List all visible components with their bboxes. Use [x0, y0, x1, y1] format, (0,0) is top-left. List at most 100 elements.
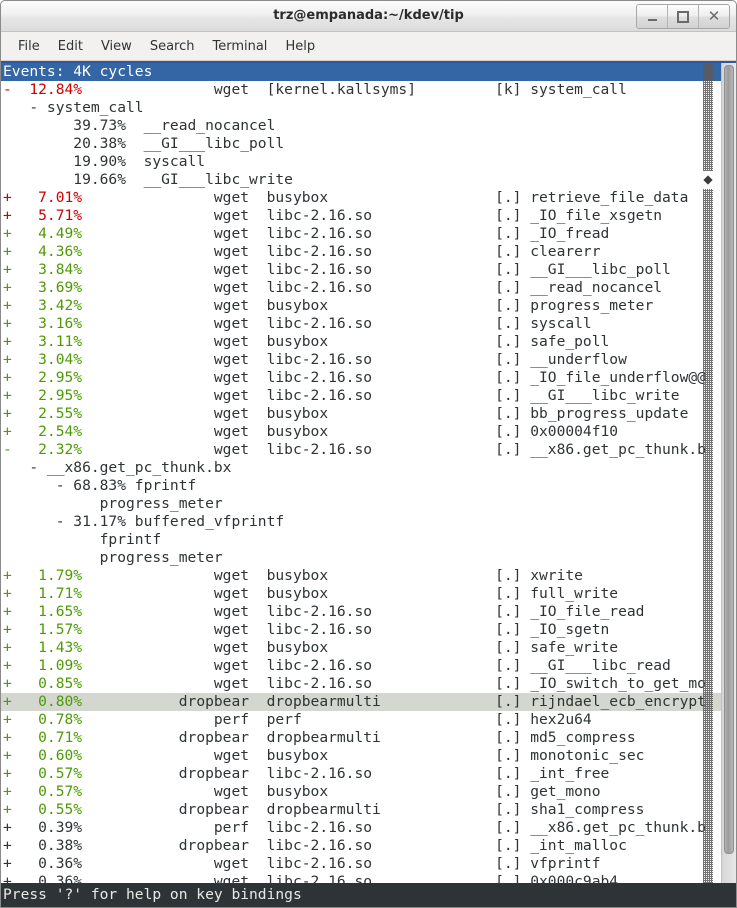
report-row[interactable]: + 1.57% wget libc-2.16.so [.] _IO_sgetn — [1, 621, 721, 639]
close-button[interactable]: ✕ — [699, 5, 729, 28]
row-map-marker: [.] — [495, 441, 531, 458]
report-row[interactable]: + 2.55% wget busybox [.] bb_progress_upd… — [1, 405, 721, 423]
report-row[interactable]: + 2.54% wget busybox [.] 0x00004f10 — [1, 423, 721, 441]
report-row[interactable]: + 0.60% wget busybox [.] monotonic_sec — [1, 747, 721, 765]
report-row[interactable]: + 0.39% perf libc-2.16.so [.] __x86.get_… — [1, 819, 721, 837]
row-command: wget — [82, 351, 267, 368]
row-map-marker: [.] — [495, 801, 531, 818]
row-symbol: progress_meter — [530, 297, 654, 314]
row-percent: 0.57% — [20, 765, 83, 782]
row-command: dropbear — [82, 729, 267, 746]
report-row[interactable]: - 12.84% wget [kernel.kallsyms] [k] syst… — [1, 81, 721, 99]
report-row[interactable]: + 0.57% wget busybox [.] get_mono — [1, 783, 721, 801]
report-row[interactable]: + 3.84% wget libc-2.16.so [.] __GI___lib… — [1, 261, 721, 279]
row-expand-sign: - — [3, 81, 21, 98]
row-symbol: __GI___libc_read — [530, 657, 671, 674]
row-percent: 0.39% — [20, 819, 83, 836]
report-row[interactable]: + 0.38% dropbear libc-2.16.so [.] _int_m… — [1, 837, 721, 855]
callchain-row[interactable]: 19.90% syscall — [1, 153, 721, 171]
maximize-icon — [677, 10, 689, 23]
report-row[interactable]: + 2.95% wget libc-2.16.so [.] __GI___lib… — [1, 387, 721, 405]
row-command: wget — [82, 855, 267, 872]
row-expand-sign: + — [3, 351, 21, 368]
titlebar[interactable]: trz@empanada:~/kdev/tip ✕ — [1, 1, 736, 32]
row-dso: dropbearmulti — [266, 693, 496, 710]
row-command: wget — [82, 225, 267, 242]
callchain-row[interactable]: fprintf — [1, 531, 721, 549]
report-row[interactable]: + 0.57% dropbear libc-2.16.so [.] _int_f… — [1, 765, 721, 783]
maximize-button[interactable] — [668, 5, 699, 28]
row-dso: libc-2.16.so — [266, 315, 496, 332]
report-row[interactable]: + 3.42% wget busybox [.] progress_meter — [1, 297, 721, 315]
callchain-row[interactable]: - __x86.get_pc_thunk.bx — [1, 459, 721, 477]
row-symbol: _IO_file_xsgetn — [530, 207, 663, 224]
report-row[interactable]: + 3.11% wget busybox [.] safe_poll — [1, 333, 721, 351]
report-row[interactable]: + 0.36% wget libc-2.16.so [.] 0x000c9ab4 — [1, 873, 721, 883]
report-row[interactable]: + 0.36% wget libc-2.16.so [.] vfprintf — [1, 855, 721, 873]
row-symbol: vfprintf — [530, 855, 601, 872]
callchain-text: 39.73% __read_nocancel — [3, 117, 276, 134]
row-map-marker: [.] — [495, 333, 531, 350]
minimize-button[interactable] — [637, 5, 668, 28]
menu-item-view[interactable]: View — [100, 38, 132, 54]
menu-item-terminal[interactable]: Terminal — [212, 38, 268, 54]
report-row[interactable]: + 4.49% wget libc-2.16.so [.] _IO_fread — [1, 225, 721, 243]
row-expand-sign: + — [3, 621, 21, 638]
report-row[interactable]: + 1.43% wget busybox [.] safe_write — [1, 639, 721, 657]
report-row[interactable]: + 3.69% wget libc-2.16.so [.] __read_noc… — [1, 279, 721, 297]
row-command: perf — [82, 711, 267, 728]
row-symbol: safe_write — [530, 639, 619, 656]
report-row[interactable]: + 1.71% wget busybox [.] full_write — [1, 585, 721, 603]
callchain-text: 20.38% __GI___libc_poll — [3, 135, 285, 152]
vertical-scrollbar[interactable] — [721, 63, 736, 883]
row-dso: libc-2.16.so — [266, 675, 496, 692]
row-percent: 0.36% — [20, 855, 83, 872]
callchain-row[interactable]: 39.73% __read_nocancel — [1, 117, 721, 135]
menu-item-edit[interactable]: Edit — [57, 38, 83, 54]
row-dso: libc-2.16.so — [266, 873, 496, 883]
row-percent: 3.11% — [20, 333, 83, 350]
row-expand-sign: + — [3, 387, 21, 404]
callchain-text: - __x86.get_pc_thunk.bx — [3, 459, 232, 476]
report-row[interactable]: + 5.71% wget libc-2.16.so [.] _IO_file_x… — [1, 207, 721, 225]
callchain-row[interactable]: - system_call — [1, 99, 721, 117]
row-dso: libc-2.16.so — [266, 369, 496, 386]
row-symbol: 0x00004f10 — [530, 423, 619, 440]
callchain-row[interactable]: progress_meter — [1, 495, 721, 513]
callchain-row[interactable]: 20.38% __GI___libc_poll — [1, 135, 721, 153]
report-row[interactable]: + 0.78% perf perf [.] hex2u64 — [1, 711, 721, 729]
menu-item-help[interactable]: Help — [285, 38, 316, 54]
report-row[interactable]: + 7.01% wget busybox [.] retrieve_file_d… — [1, 189, 721, 207]
report-row[interactable]: + 0.71% dropbear dropbearmulti [.] md5_c… — [1, 729, 721, 747]
report-row[interactable]: + 0.85% wget libc-2.16.so [.] _IO_switch… — [1, 675, 721, 693]
report-row[interactable]: + 0.80% dropbear dropbearmulti [.] rijnd… — [1, 693, 721, 711]
callchain-row[interactable]: - 31.17% buffered_vfprintf — [1, 513, 721, 531]
row-expand-sign: + — [3, 243, 21, 260]
row-symbol: __GI___libc_write — [530, 387, 680, 404]
callchain-row[interactable]: 19.66% __GI___libc_write — [1, 171, 721, 189]
menu-item-search[interactable]: Search — [149, 38, 195, 54]
report-row[interactable]: + 1.79% wget busybox [.] xwrite — [1, 567, 721, 585]
row-command: wget — [82, 603, 267, 620]
row-expand-sign: + — [3, 603, 21, 620]
terminal-screen[interactable]: Events: 4K cycles - 12.84% wget [kernel.… — [1, 63, 721, 883]
row-map-marker: [.] — [495, 207, 531, 224]
row-expand-sign: + — [3, 261, 21, 278]
menu-item-file[interactable]: File — [18, 38, 40, 54]
report-row[interactable]: + 3.16% wget libc-2.16.so [.] syscall — [1, 315, 721, 333]
report-row[interactable]: + 3.04% wget libc-2.16.so [.] __underflo… — [1, 351, 721, 369]
row-command: wget — [82, 423, 267, 440]
callchain-row[interactable]: progress_meter — [1, 549, 721, 567]
report-row[interactable]: + 1.65% wget libc-2.16.so [.] _IO_file_r… — [1, 603, 721, 621]
report-row[interactable]: + 4.36% wget libc-2.16.so [.] clearerr — [1, 243, 721, 261]
row-symbol: __read_nocancel — [530, 279, 663, 296]
terminal-body: Events: 4K cycles - 12.84% wget [kernel.… — [1, 61, 736, 883]
report-row[interactable]: + 0.55% dropbear dropbearmulti [.] sha1_… — [1, 801, 721, 819]
row-expand-sign: + — [3, 873, 21, 883]
report-row[interactable]: - 2.32% wget libc-2.16.so [.] __x86.get_… — [1, 441, 721, 459]
report-row[interactable]: + 2.95% wget libc-2.16.so [.] _IO_file_u… — [1, 369, 721, 387]
callchain-row[interactable]: - 68.83% fprintf — [1, 477, 721, 495]
scrollbar-thumb[interactable] — [724, 65, 734, 855]
report-row[interactable]: + 1.09% wget libc-2.16.so [.] __GI___lib… — [1, 657, 721, 675]
row-command: wget — [82, 441, 267, 458]
